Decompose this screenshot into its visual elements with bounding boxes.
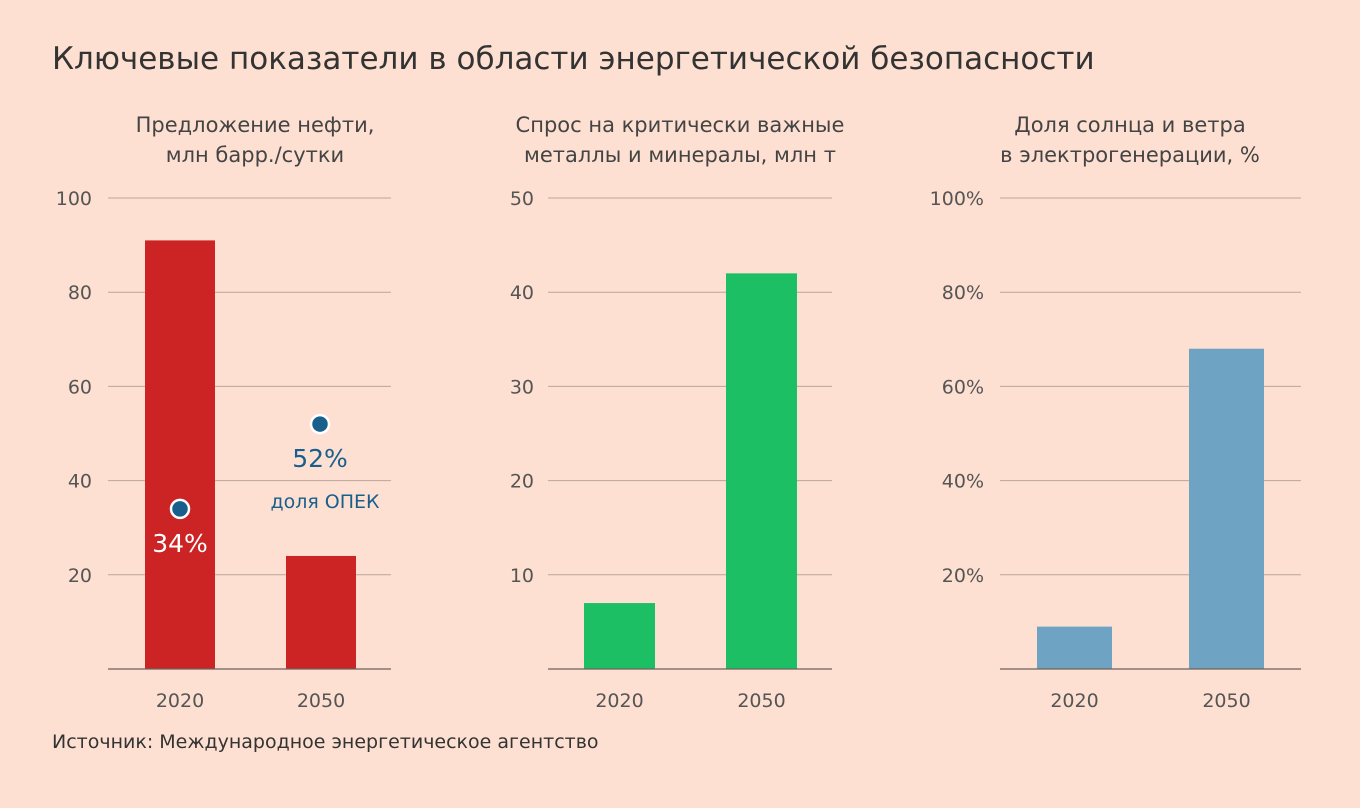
- y-tick-label: 60%: [942, 376, 984, 398]
- panel-title: металлы и минералы, млн т: [524, 143, 836, 167]
- opec-share-label: 34%: [152, 529, 208, 558]
- y-tick-label: 100: [56, 188, 92, 210]
- opec-share-label: 52%: [292, 444, 348, 473]
- y-tick-label: 40: [68, 471, 92, 493]
- y-tick-label: 80%: [942, 282, 984, 304]
- y-tick-label: 50: [510, 188, 534, 210]
- panel-title: млн барр./сутки: [166, 143, 344, 167]
- y-tick-label: 80: [68, 282, 92, 304]
- y-tick-label: 20: [510, 471, 534, 493]
- y-tick-label: 40%: [942, 471, 984, 493]
- x-tick-label: 2050: [1202, 690, 1250, 712]
- opec-share-marker: [309, 413, 331, 435]
- panel-title: Спрос на критически важные: [516, 113, 845, 137]
- source-note: Источник: Международное энергетическое а…: [52, 731, 599, 753]
- y-tick-label: 10: [510, 565, 534, 587]
- y-tick-label: 20: [68, 565, 92, 587]
- x-tick-label: 2020: [595, 690, 643, 712]
- opec-share-sublabel: доля ОПЕК: [270, 491, 380, 513]
- x-tick-label: 2050: [297, 690, 345, 712]
- y-tick-label: 20%: [942, 565, 984, 587]
- bar-2020: [145, 240, 215, 669]
- y-tick-label: 30: [510, 376, 534, 398]
- bar-2050: [1189, 348, 1264, 669]
- bar-2020: [584, 603, 655, 669]
- panel-title: в электрогенерации, %: [1000, 143, 1260, 167]
- y-tick-label: 60: [68, 376, 92, 398]
- y-tick-label: 100%: [930, 188, 984, 210]
- bar-2050: [286, 555, 356, 669]
- bar-2020: [1037, 626, 1112, 669]
- bar-2050: [726, 273, 797, 669]
- x-tick-label: 2050: [737, 690, 785, 712]
- y-tick-label: 40: [510, 282, 534, 304]
- x-tick-label: 2020: [156, 690, 204, 712]
- panel-title: Доля солнца и ветра: [1014, 113, 1245, 137]
- x-tick-label: 2020: [1050, 690, 1098, 712]
- opec-share-marker: [169, 498, 191, 520]
- panel-title: Предложение нефти,: [136, 113, 375, 137]
- main-title: Ключевые показатели в области энергетиче…: [52, 41, 1095, 77]
